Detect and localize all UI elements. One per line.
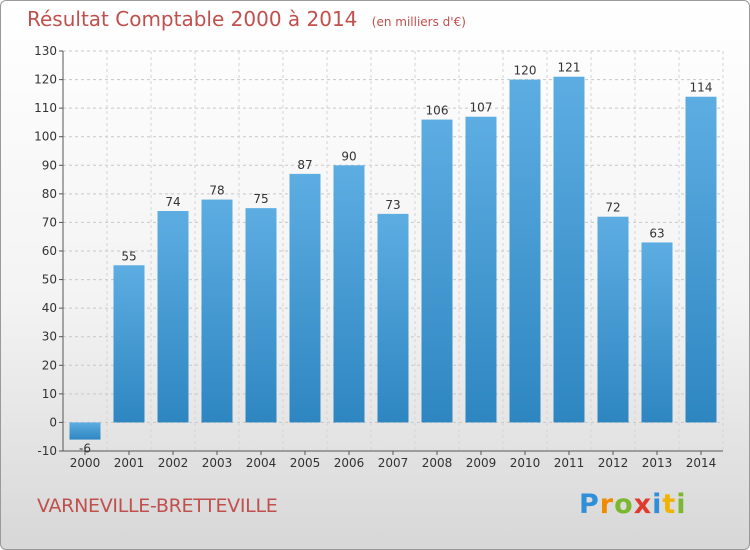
proxiti-logo: Proxiti — [579, 489, 687, 520]
y-tick-label: 100 — [34, 130, 57, 144]
bar — [509, 79, 541, 423]
data-label: 120 — [514, 64, 537, 78]
logo-letter: r — [599, 489, 615, 520]
data-label: 121 — [558, 61, 581, 75]
data-label: 114 — [690, 81, 713, 95]
x-tick-label: 2004 — [246, 456, 277, 470]
y-tick-label: 50 — [42, 273, 57, 287]
bar — [157, 211, 189, 423]
data-label: 55 — [121, 249, 136, 263]
y-tick-label: 130 — [34, 44, 57, 58]
bars — [69, 76, 717, 440]
x-tick-label: 2013 — [642, 456, 673, 470]
x-tick-label: 2012 — [598, 456, 629, 470]
bar — [289, 173, 321, 423]
x-tick-label: 2005 — [290, 456, 321, 470]
data-label: 90 — [341, 149, 356, 163]
data-label: 106 — [426, 104, 449, 118]
x-tick-label: 2010 — [510, 456, 541, 470]
logo-letter: t — [662, 489, 677, 520]
y-tick-label: -10 — [37, 444, 57, 458]
bar — [113, 265, 145, 423]
bar — [333, 165, 365, 423]
x-tick-label: 2009 — [466, 456, 497, 470]
bar — [421, 119, 453, 423]
bar — [377, 213, 409, 423]
logo-letter: P — [579, 489, 600, 520]
y-tick-label: 20 — [42, 358, 57, 372]
x-tick-label: 2001 — [114, 456, 145, 470]
data-label: 72 — [605, 201, 620, 215]
logo-letter: i — [652, 489, 663, 520]
tick-labels: -10 0 10 20 30 40 50 60 70 80 90 100 110 120 130 2000 20… — [34, 44, 716, 470]
axes — [59, 50, 723, 455]
data-label: 74 — [165, 195, 180, 209]
data-label: 63 — [649, 226, 664, 240]
y-tick-label: 0 — [49, 415, 57, 429]
y-tick-label: 60 — [42, 244, 57, 258]
x-tick-label: 2003 — [202, 456, 233, 470]
y-tick-label: 40 — [42, 301, 57, 315]
bar — [465, 116, 497, 423]
x-tick-label: 2006 — [334, 456, 365, 470]
data-label: 87 — [297, 158, 312, 172]
x-tick-label: 2000 — [70, 456, 101, 470]
bar — [641, 242, 673, 423]
bar — [685, 96, 717, 423]
x-tick-label: 2002 — [158, 456, 189, 470]
data-label: 73 — [385, 198, 400, 212]
chart-title-text: Résultat Comptable 2000 à 2014 — [27, 7, 358, 31]
logo-letter: o — [614, 489, 634, 520]
data-label: 78 — [209, 184, 224, 198]
logo-letter: i — [676, 489, 687, 520]
chart-title: Résultat Comptable 2000 à 2014 (en milli… — [27, 7, 466, 31]
bar — [69, 422, 101, 440]
chart-unit: (en milliers d'€) — [371, 15, 466, 29]
data-labels: -6 55 74 78 75 87 90 73 106 107 120 121 72 63 114 — [79, 61, 712, 456]
data-label: -6 — [79, 442, 91, 456]
y-tick-label: 70 — [42, 215, 57, 229]
bar — [553, 76, 585, 423]
commune-name: VARNEVILLE-BRETTEVILLE — [37, 495, 278, 517]
y-tick-label: 110 — [34, 101, 57, 115]
y-tick-label: 10 — [42, 387, 57, 401]
logo-letter: x — [633, 489, 653, 520]
y-tick-label: 120 — [34, 73, 57, 87]
x-tick-label: 2014 — [686, 456, 717, 470]
bar — [597, 216, 629, 423]
y-tick-label: 30 — [42, 330, 57, 344]
x-tick-label: 2008 — [422, 456, 453, 470]
data-label: 107 — [470, 101, 493, 115]
data-label: 75 — [253, 192, 268, 206]
x-tick-label: 2011 — [554, 456, 585, 470]
bar — [245, 208, 277, 423]
x-tick-label: 2007 — [378, 456, 409, 470]
y-tick-label: 90 — [42, 158, 57, 172]
y-tick-label: 80 — [42, 187, 57, 201]
bar — [201, 199, 233, 423]
